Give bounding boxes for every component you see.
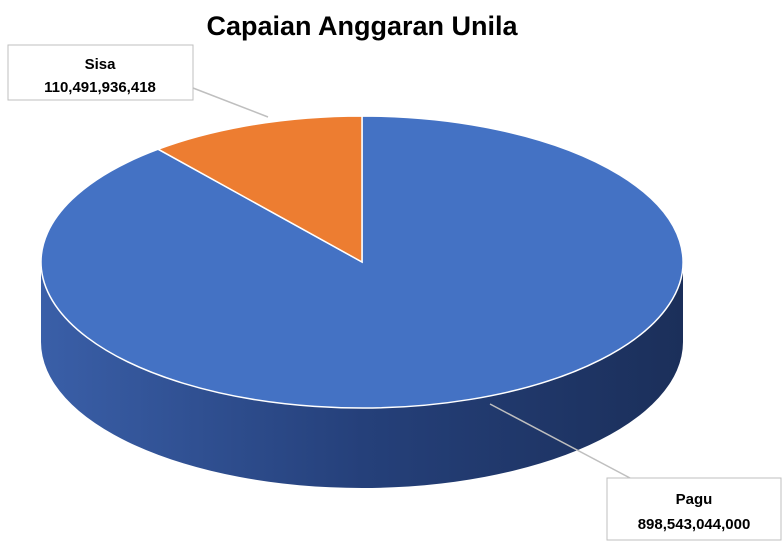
label-box <box>606 477 782 541</box>
slice-name: Pagu <box>676 491 713 508</box>
leader-line <box>192 87 269 118</box>
leader-line <box>489 403 631 479</box>
pie-slice <box>156 115 363 264</box>
chart-title: Capaian Anggaran Unila <box>206 11 518 41</box>
slice-value: 898,543,044,000 <box>638 516 751 533</box>
slice-value: 110,491,936,418 <box>44 79 156 96</box>
pie <box>40 115 684 488</box>
label-box <box>7 44 194 101</box>
pie-side <box>41 262 683 488</box>
slice-name: Sisa <box>85 56 117 73</box>
